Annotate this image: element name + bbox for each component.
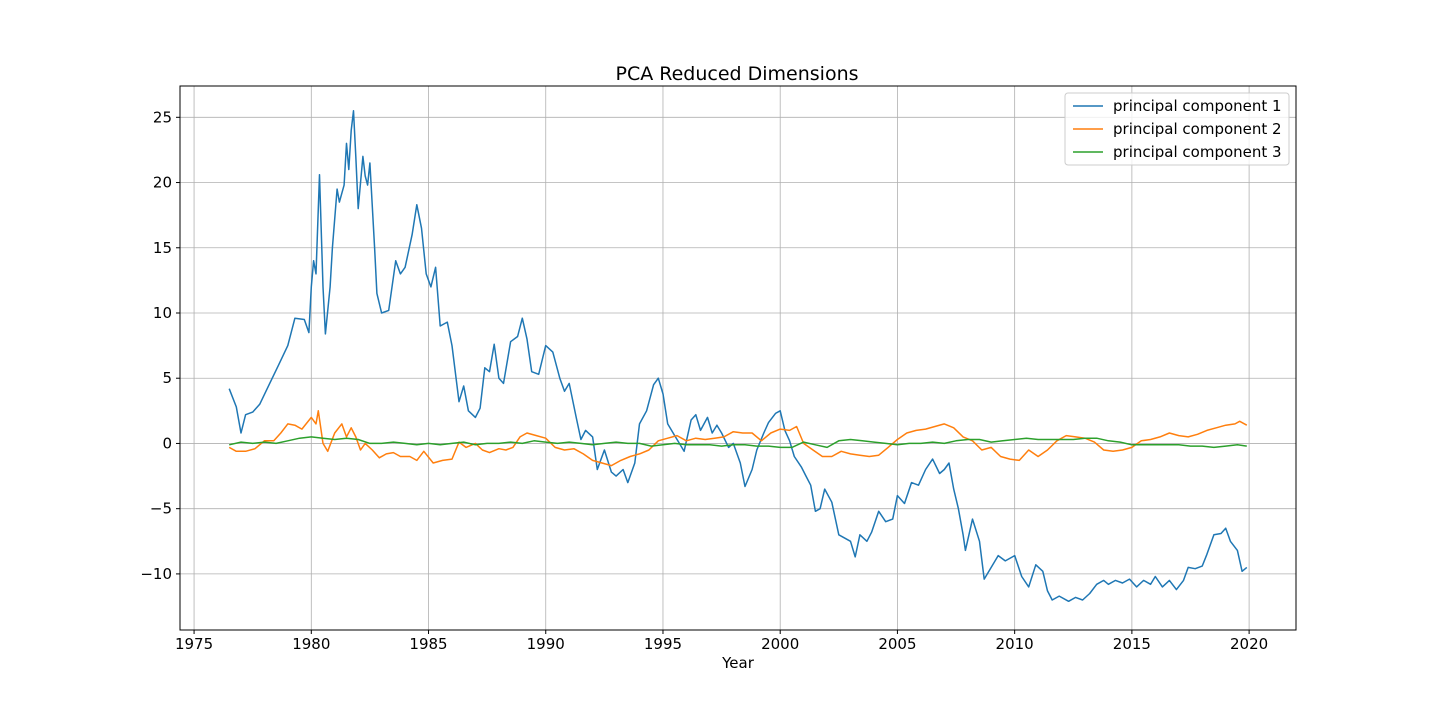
legend-label-pc1: principal component 1 bbox=[1113, 97, 1282, 115]
x-axis-label: Year bbox=[721, 654, 755, 672]
series-line-pc1 bbox=[228, 110, 1248, 603]
series-line-pc2 bbox=[228, 410, 1248, 467]
x-tick-label: 1980 bbox=[292, 635, 330, 653]
plot-frame bbox=[179, 85, 1297, 631]
legend-label-pc2: principal component 2 bbox=[1113, 120, 1282, 138]
y-tick-label: −10 bbox=[140, 565, 172, 583]
x-tick-label: 1975 bbox=[175, 635, 213, 653]
x-tick-label: 2010 bbox=[996, 635, 1034, 653]
series-lines bbox=[228, 110, 1248, 603]
series-line-pc3 bbox=[229, 436, 1247, 449]
x-tick-label: 1985 bbox=[409, 635, 447, 653]
x-tick-label: 1995 bbox=[644, 635, 682, 653]
y-tick-label: 15 bbox=[153, 239, 172, 257]
y-tick-label: 10 bbox=[153, 304, 172, 322]
x-tick-label: 2000 bbox=[761, 635, 799, 653]
x-tick-label: 1990 bbox=[527, 635, 565, 653]
y-tick-label: 20 bbox=[153, 174, 172, 192]
x-tick-label: 2005 bbox=[878, 635, 916, 653]
y-tick-label: 0 bbox=[162, 434, 172, 452]
x-axis-ticks: 1975 1980 1985 1990 1995 2000 2005 2010 2015 2020 bbox=[175, 630, 1268, 653]
y-tick-label: −5 bbox=[150, 500, 172, 518]
legend-items: principal component 1 principal component… bbox=[1073, 97, 1282, 161]
y-tick-label: 5 bbox=[162, 369, 172, 387]
legend-box bbox=[1064, 92, 1290, 166]
legend-label-pc3: principal component 3 bbox=[1113, 143, 1282, 161]
y-axis-ticks: 25 20 15 10 5 0 −5 −10 bbox=[140, 108, 180, 583]
x-tick-label: 2015 bbox=[1113, 635, 1151, 653]
chart-title: PCA Reduced Dimensions bbox=[615, 63, 858, 85]
y-tick-label: 25 bbox=[153, 108, 172, 126]
x-tick-label: 2020 bbox=[1230, 635, 1268, 653]
legend: principal component 1 principal component… bbox=[1064, 92, 1290, 166]
